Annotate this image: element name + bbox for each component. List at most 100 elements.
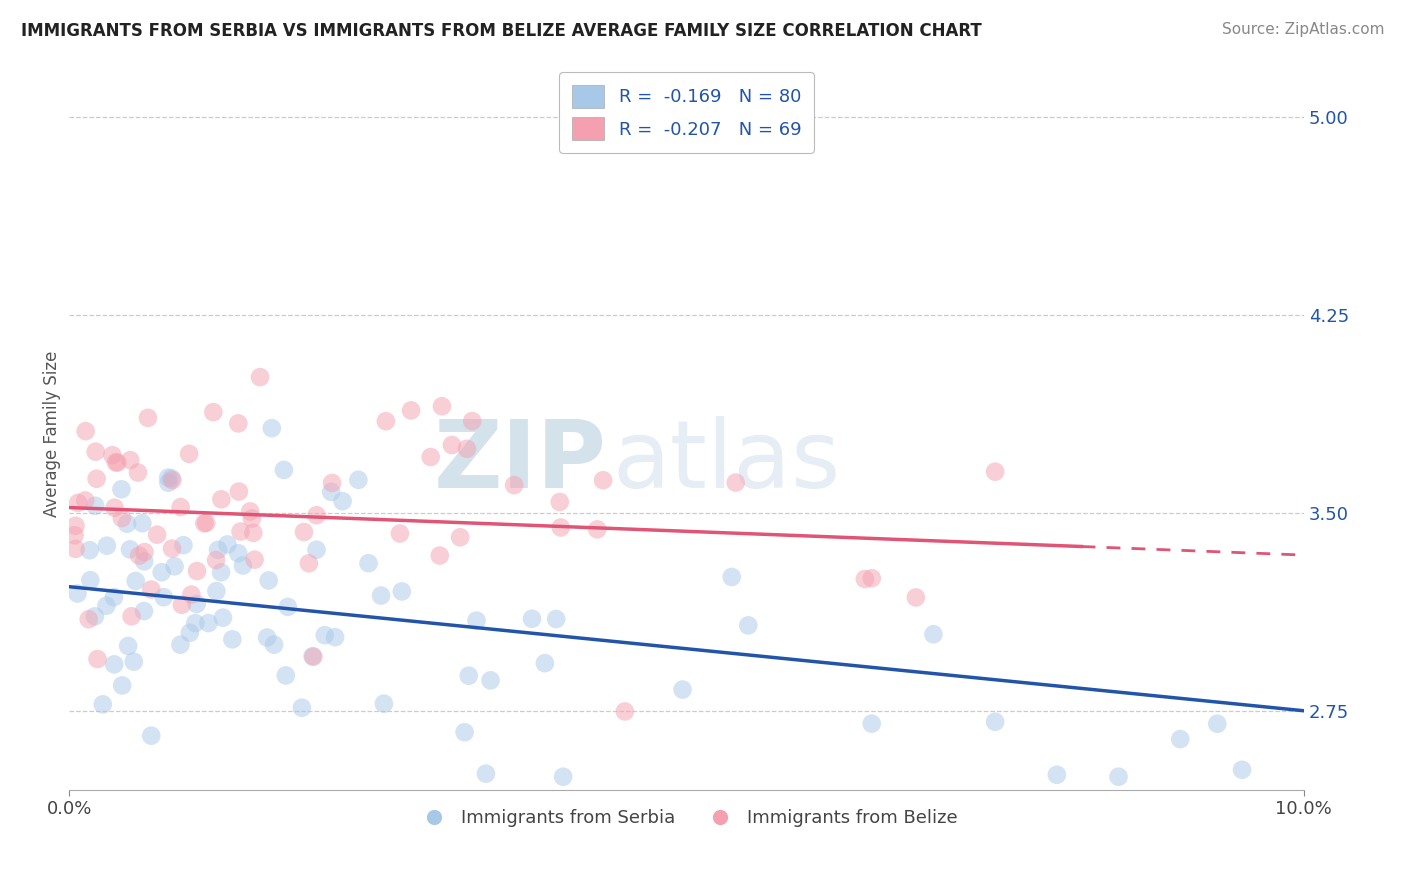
Point	[157, 475, 180, 490]
Point	[96, 539, 118, 553]
Point	[274, 668, 297, 682]
Point	[302, 649, 325, 664]
Point	[162, 473, 184, 487]
Point	[117, 639, 139, 653]
Point	[301, 649, 323, 664]
Point	[257, 574, 280, 588]
Text: Source: ZipAtlas.com: Source: ZipAtlas.com	[1222, 22, 1385, 37]
Point	[209, 566, 232, 580]
Point	[242, 525, 264, 540]
Point	[111, 678, 134, 692]
Point	[374, 414, 396, 428]
Point	[209, 492, 232, 507]
Point	[273, 463, 295, 477]
Point	[107, 456, 129, 470]
Point	[357, 556, 380, 570]
Point	[221, 632, 243, 647]
Point	[86, 472, 108, 486]
Point	[332, 494, 354, 508]
Point	[534, 656, 557, 670]
Point	[860, 716, 883, 731]
Point	[479, 673, 502, 688]
Point	[323, 630, 346, 644]
Point	[520, 612, 543, 626]
Point	[205, 553, 228, 567]
Point	[1046, 768, 1069, 782]
Point	[169, 638, 191, 652]
Point	[172, 538, 194, 552]
Point	[1168, 732, 1191, 747]
Point	[984, 714, 1007, 729]
Point	[202, 405, 225, 419]
Point	[388, 526, 411, 541]
Point	[373, 697, 395, 711]
Point	[391, 584, 413, 599]
Point	[84, 444, 107, 458]
Point	[121, 609, 143, 624]
Point	[205, 584, 228, 599]
Point	[179, 447, 201, 461]
Y-axis label: Average Family Size: Average Family Size	[44, 351, 60, 516]
Point	[77, 612, 100, 626]
Point	[724, 475, 747, 490]
Point	[132, 604, 155, 618]
Legend: Immigrants from Serbia, Immigrants from Belize: Immigrants from Serbia, Immigrants from …	[408, 802, 965, 834]
Point	[131, 516, 153, 531]
Point	[228, 484, 250, 499]
Text: atlas: atlas	[613, 417, 841, 508]
Point	[263, 638, 285, 652]
Point	[419, 450, 441, 464]
Point	[160, 471, 183, 485]
Point	[83, 609, 105, 624]
Point	[104, 455, 127, 469]
Point	[671, 682, 693, 697]
Point	[243, 552, 266, 566]
Point	[546, 612, 568, 626]
Point	[226, 546, 249, 560]
Point	[260, 421, 283, 435]
Point	[449, 530, 471, 544]
Point	[160, 541, 183, 556]
Point	[79, 543, 101, 558]
Point	[232, 558, 254, 573]
Point	[122, 655, 145, 669]
Point	[226, 417, 249, 431]
Point	[75, 493, 97, 508]
Point	[1230, 763, 1253, 777]
Point	[305, 542, 328, 557]
Point	[314, 628, 336, 642]
Point	[860, 571, 883, 585]
Point	[127, 466, 149, 480]
Point	[550, 520, 572, 534]
Point	[1108, 770, 1130, 784]
Point	[720, 570, 742, 584]
Point	[65, 518, 87, 533]
Point	[553, 770, 575, 784]
Point	[86, 652, 108, 666]
Point	[67, 496, 90, 510]
Point	[195, 516, 218, 530]
Point	[111, 511, 134, 525]
Point	[170, 598, 193, 612]
Point	[321, 485, 343, 500]
Point	[186, 597, 208, 611]
Point	[592, 473, 614, 487]
Point	[291, 700, 314, 714]
Point	[370, 589, 392, 603]
Point	[75, 424, 97, 438]
Point	[157, 470, 180, 484]
Point	[103, 500, 125, 515]
Point	[321, 475, 343, 490]
Point	[305, 508, 328, 523]
Point	[115, 516, 138, 531]
Point	[110, 483, 132, 497]
Point	[256, 631, 278, 645]
Point	[229, 524, 252, 539]
Point	[118, 542, 141, 557]
Text: IMMIGRANTS FROM SERBIA VS IMMIGRANTS FROM BELIZE AVERAGE FAMILY SIZE CORRELATION: IMMIGRANTS FROM SERBIA VS IMMIGRANTS FRO…	[21, 22, 981, 40]
Point	[613, 705, 636, 719]
Point	[475, 766, 498, 780]
Point	[399, 403, 422, 417]
Point	[141, 729, 163, 743]
Point	[128, 549, 150, 563]
